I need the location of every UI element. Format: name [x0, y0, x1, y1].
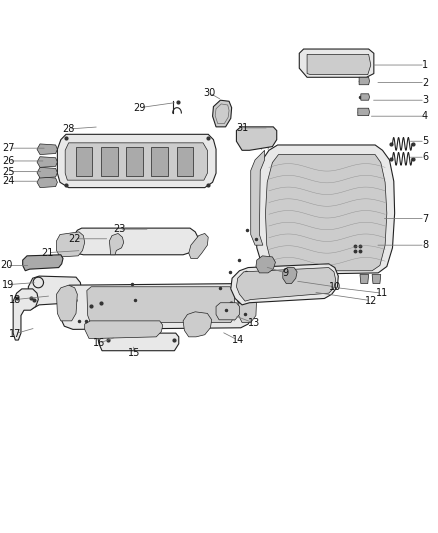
Polygon shape [126, 147, 143, 176]
Polygon shape [85, 321, 163, 338]
Text: 25: 25 [3, 167, 15, 176]
Polygon shape [372, 274, 381, 284]
Polygon shape [37, 144, 57, 155]
Polygon shape [265, 155, 387, 271]
Text: 28: 28 [63, 124, 75, 134]
Polygon shape [307, 54, 371, 75]
Text: 26: 26 [3, 156, 15, 166]
Polygon shape [237, 127, 277, 150]
Polygon shape [28, 276, 81, 309]
Polygon shape [13, 289, 38, 340]
Polygon shape [37, 167, 57, 178]
Text: 9: 9 [283, 268, 289, 278]
Polygon shape [183, 312, 212, 337]
Polygon shape [60, 284, 254, 329]
Text: 2: 2 [422, 78, 428, 87]
Polygon shape [98, 333, 179, 351]
Text: 11: 11 [375, 288, 388, 298]
Polygon shape [189, 233, 208, 259]
Polygon shape [37, 177, 57, 188]
Polygon shape [57, 285, 78, 321]
Polygon shape [256, 256, 276, 273]
Polygon shape [251, 150, 265, 245]
Text: 4: 4 [422, 111, 428, 121]
Polygon shape [274, 274, 283, 284]
Polygon shape [65, 143, 207, 180]
Polygon shape [87, 287, 235, 322]
Text: 17: 17 [9, 329, 21, 338]
Polygon shape [360, 274, 369, 284]
Polygon shape [23, 255, 63, 271]
Text: 29: 29 [134, 103, 146, 112]
Polygon shape [152, 147, 168, 176]
Polygon shape [255, 145, 395, 274]
Polygon shape [37, 157, 57, 167]
Text: 5: 5 [422, 136, 428, 146]
Polygon shape [110, 233, 124, 255]
Text: 6: 6 [422, 152, 428, 162]
Polygon shape [177, 147, 193, 176]
Text: 19: 19 [2, 280, 14, 289]
Text: 20: 20 [0, 261, 13, 270]
Polygon shape [361, 94, 370, 100]
Text: 1: 1 [422, 60, 428, 70]
Text: 30: 30 [203, 88, 215, 98]
Polygon shape [101, 147, 118, 176]
Text: 10: 10 [328, 282, 341, 292]
Text: 8: 8 [422, 240, 428, 250]
Polygon shape [283, 268, 297, 284]
Text: 22: 22 [68, 234, 81, 244]
Polygon shape [212, 100, 232, 127]
Text: 15: 15 [127, 348, 140, 358]
Polygon shape [238, 284, 257, 322]
Polygon shape [299, 49, 374, 77]
Polygon shape [359, 77, 370, 85]
Polygon shape [231, 264, 338, 305]
Text: 12: 12 [364, 296, 377, 305]
Text: 13: 13 [247, 318, 260, 328]
Polygon shape [286, 274, 295, 284]
Polygon shape [57, 134, 216, 188]
Polygon shape [237, 268, 336, 301]
Text: 7: 7 [422, 214, 428, 223]
Text: 23: 23 [113, 224, 126, 234]
Text: 3: 3 [422, 95, 428, 105]
Polygon shape [76, 147, 92, 176]
Polygon shape [57, 232, 85, 257]
Text: 24: 24 [3, 176, 15, 186]
Text: 31: 31 [236, 123, 248, 133]
Text: 21: 21 [42, 248, 54, 257]
Polygon shape [74, 228, 199, 255]
Text: 16: 16 [93, 338, 105, 348]
Text: 18: 18 [9, 295, 21, 304]
Text: 14: 14 [232, 335, 244, 345]
Polygon shape [216, 303, 240, 320]
Polygon shape [358, 108, 370, 116]
Text: 27: 27 [3, 143, 15, 153]
